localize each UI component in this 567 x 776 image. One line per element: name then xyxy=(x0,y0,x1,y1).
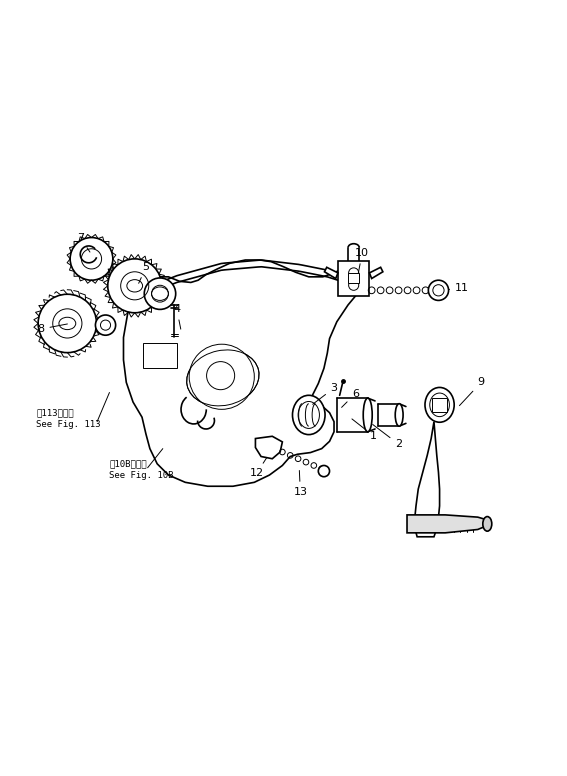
Text: 4: 4 xyxy=(174,304,181,329)
Circle shape xyxy=(95,315,116,335)
Text: 12: 12 xyxy=(249,453,270,478)
Polygon shape xyxy=(407,515,487,533)
Text: 8: 8 xyxy=(37,324,67,334)
Circle shape xyxy=(318,466,329,476)
Ellipse shape xyxy=(425,387,454,422)
Text: 5: 5 xyxy=(139,262,150,283)
Bar xyxy=(348,273,359,283)
Polygon shape xyxy=(324,267,338,279)
Circle shape xyxy=(108,259,162,313)
Circle shape xyxy=(144,278,176,310)
Polygon shape xyxy=(143,343,177,369)
Ellipse shape xyxy=(293,395,325,435)
Text: 9: 9 xyxy=(459,377,485,406)
Polygon shape xyxy=(255,436,282,459)
Text: 11: 11 xyxy=(432,283,469,293)
Ellipse shape xyxy=(395,404,403,426)
Text: 7: 7 xyxy=(77,233,90,252)
Text: 第113図参照: 第113図参照 xyxy=(36,409,74,417)
Bar xyxy=(431,398,447,411)
Ellipse shape xyxy=(483,517,492,531)
Circle shape xyxy=(38,294,96,352)
Circle shape xyxy=(428,280,448,300)
Text: 13: 13 xyxy=(293,470,307,497)
Ellipse shape xyxy=(430,393,450,417)
Polygon shape xyxy=(370,267,383,279)
Ellipse shape xyxy=(187,350,259,406)
Text: 1: 1 xyxy=(352,419,377,441)
Ellipse shape xyxy=(363,398,372,431)
Text: 6: 6 xyxy=(341,389,359,407)
Text: See Fig. 10B: See Fig. 10B xyxy=(109,470,174,480)
Polygon shape xyxy=(338,261,370,296)
Polygon shape xyxy=(415,421,439,537)
Text: See Fig. 113: See Fig. 113 xyxy=(36,420,101,429)
Polygon shape xyxy=(124,260,363,487)
Text: 第10B図参照: 第10B図参照 xyxy=(109,459,147,468)
Text: 10: 10 xyxy=(355,248,369,274)
Text: 3: 3 xyxy=(312,383,337,404)
Text: 2: 2 xyxy=(373,424,402,449)
Circle shape xyxy=(189,345,255,409)
